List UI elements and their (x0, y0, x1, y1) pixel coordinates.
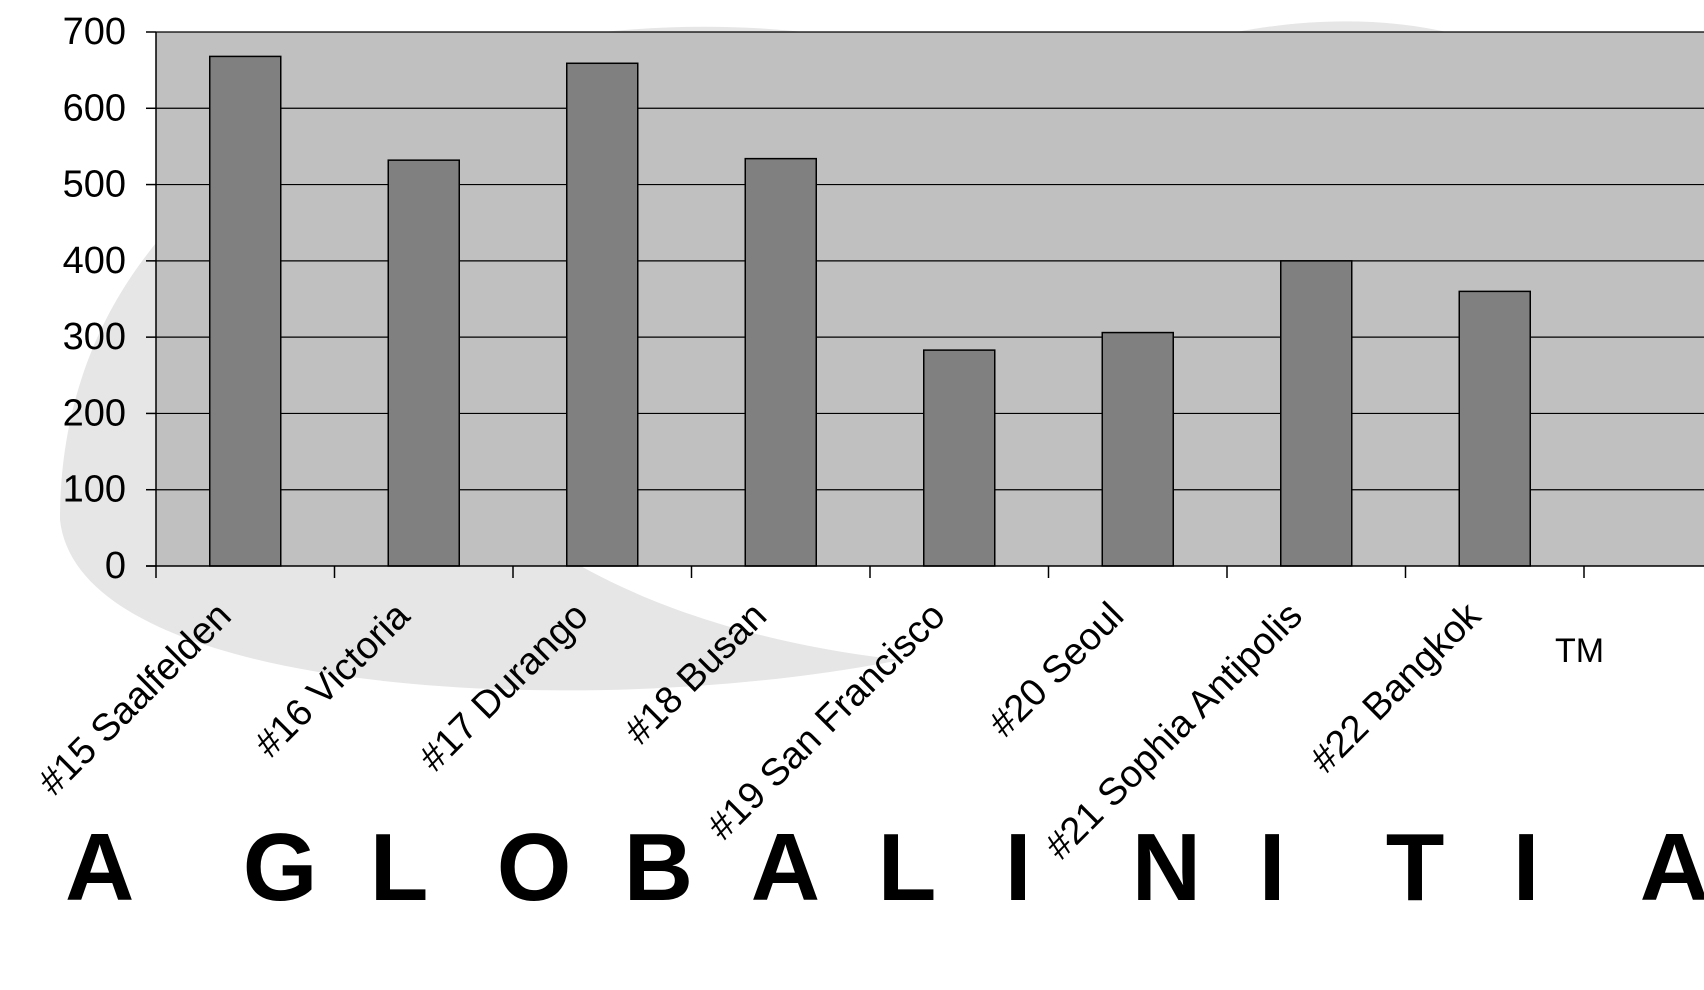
watermark-letter: B (624, 814, 693, 921)
axes (146, 31, 1704, 578)
y-tick-label: 0 (105, 545, 126, 587)
bar (1280, 260, 1353, 567)
bar (923, 349, 996, 567)
bar (1101, 331, 1174, 567)
x-tick-label: #15 Saalfelden (31, 595, 240, 804)
watermark-letter: I (1005, 814, 1032, 921)
watermark-letter: T (1386, 814, 1445, 921)
watermark-letter: O (497, 814, 572, 921)
watermark-letter: I (1513, 814, 1540, 921)
watermark-trademark: TM (1555, 632, 1604, 670)
y-tick-label: 300 (63, 316, 126, 358)
x-tick-label: #22 Bangkok (1303, 594, 1490, 781)
x-tick-label: #20 Seoul (981, 595, 1132, 746)
bar (387, 159, 460, 567)
y-tick-label: 400 (63, 240, 126, 282)
y-tick-label: 200 (63, 392, 126, 434)
bar (566, 62, 639, 567)
watermark-letter: I (1259, 814, 1286, 921)
bar (1458, 290, 1531, 567)
y-tick-label: 100 (63, 469, 126, 511)
y-tick-label: 500 (63, 164, 126, 206)
bars (209, 55, 1531, 567)
watermark-letter: G (243, 814, 318, 921)
watermark-letter: A (65, 814, 134, 921)
watermark-letter: A (1640, 814, 1704, 921)
watermark-letter: N (1132, 814, 1201, 921)
y-tick-labels: 0 100 200 300 400 500 600 700 (63, 11, 126, 587)
watermark-letter: L (370, 814, 429, 921)
bar (209, 55, 282, 567)
y-tick-label: 600 (63, 87, 126, 129)
bar (744, 157, 817, 567)
y-tick-label: 700 (63, 11, 126, 53)
watermark-letter: L (878, 814, 937, 921)
watermark-letter: A (751, 814, 820, 921)
